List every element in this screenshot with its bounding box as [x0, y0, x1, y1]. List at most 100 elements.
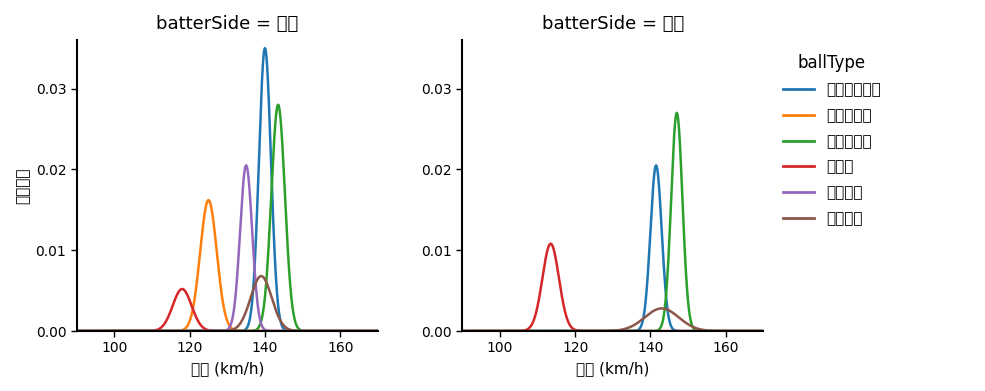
Title: batterSide = 右打: batterSide = 右打	[542, 15, 684, 33]
フォーク	[217, 328, 229, 333]
シュート	[766, 329, 778, 334]
Line: カーブ: カーブ	[443, 244, 782, 331]
Line: ストレート: ストレート	[443, 113, 782, 331]
ストレート	[391, 329, 403, 334]
カットボール	[69, 329, 81, 334]
カーブ	[776, 329, 788, 334]
シュート	[52, 329, 64, 334]
ストレート	[217, 329, 229, 334]
ストレート	[208, 329, 220, 334]
カーブ	[319, 329, 331, 334]
フォーク	[240, 163, 252, 168]
スライダー	[319, 329, 331, 334]
シュート	[437, 329, 449, 334]
カーブ	[381, 329, 393, 334]
Line: ストレート: ストレート	[58, 105, 397, 331]
Line: シュート: シュート	[443, 308, 782, 331]
フォーク	[319, 329, 331, 334]
ストレート	[319, 329, 331, 334]
シュート	[656, 306, 668, 311]
カーブ	[766, 329, 778, 334]
ストレート	[602, 329, 614, 334]
カットボール	[437, 329, 449, 334]
カーブ	[381, 329, 393, 334]
スライダー	[381, 329, 393, 334]
フォーク	[69, 329, 81, 334]
カットボール	[650, 163, 662, 168]
カーブ	[52, 329, 64, 334]
カーブ	[217, 329, 229, 334]
ストレート	[704, 329, 716, 334]
Legend: カットボール, スライダー, ストレート, カーブ, フォーク, シュート: カットボール, スライダー, ストレート, カーブ, フォーク, シュート	[777, 48, 887, 232]
ストレート	[272, 102, 284, 107]
ストレート	[52, 329, 64, 334]
カットボール	[381, 329, 393, 334]
シュート	[602, 328, 614, 333]
フォーク	[381, 329, 393, 334]
シュート	[776, 329, 788, 334]
シュート	[593, 329, 605, 334]
カーブ	[69, 329, 81, 334]
スライダー	[52, 329, 64, 334]
カットボール	[52, 329, 64, 334]
Line: カットボール: カットボール	[58, 48, 397, 331]
カーブ	[545, 241, 557, 246]
フォーク	[391, 329, 403, 334]
X-axis label: 球速 (km/h): 球速 (km/h)	[191, 361, 264, 376]
カットボール	[455, 329, 467, 334]
カットボール	[766, 329, 778, 334]
シュート	[766, 329, 778, 334]
シュート	[217, 328, 229, 333]
スライダー	[203, 198, 215, 203]
X-axis label: 球速 (km/h): 球速 (km/h)	[576, 361, 649, 376]
スライダー	[69, 329, 81, 334]
ストレート	[766, 329, 778, 334]
Line: シュート: シュート	[58, 276, 397, 331]
ストレート	[766, 329, 778, 334]
Line: カーブ: カーブ	[58, 289, 397, 331]
Line: カットボール: カットボール	[443, 165, 782, 331]
シュート	[381, 329, 393, 334]
シュート	[455, 329, 467, 334]
カットボール	[319, 329, 331, 334]
カーブ	[603, 329, 615, 334]
ストレート	[69, 329, 81, 334]
ストレート	[776, 329, 788, 334]
Y-axis label: 確率密度: 確率密度	[15, 167, 30, 204]
カットボール	[704, 329, 716, 334]
シュート	[69, 329, 81, 334]
フォーク	[208, 329, 220, 334]
カーブ	[766, 329, 778, 334]
フォーク	[52, 329, 64, 334]
カーブ	[176, 287, 188, 291]
カットボール	[593, 329, 605, 334]
ストレート	[671, 111, 683, 115]
シュート	[381, 329, 393, 334]
カットボール	[381, 329, 393, 334]
スライダー	[217, 300, 229, 304]
Title: batterSide = 左打: batterSide = 左打	[157, 15, 298, 33]
カットボール	[391, 329, 403, 334]
カットボール	[208, 329, 220, 334]
カーブ	[437, 329, 449, 334]
ストレート	[593, 329, 605, 334]
カットボール	[602, 329, 614, 334]
Line: スライダー: スライダー	[58, 200, 397, 331]
スライダー	[381, 329, 393, 334]
ストレート	[437, 329, 449, 334]
カーブ	[704, 329, 716, 334]
カーブ	[455, 329, 467, 334]
シュート	[319, 329, 331, 334]
カーブ	[593, 329, 605, 334]
Line: フォーク: フォーク	[58, 165, 397, 331]
フォーク	[381, 329, 393, 334]
ストレート	[381, 329, 393, 334]
カットボール	[217, 329, 229, 334]
シュート	[208, 329, 220, 334]
スライダー	[208, 222, 220, 227]
シュート	[704, 328, 716, 333]
シュート	[255, 274, 267, 278]
カットボール	[776, 329, 788, 334]
カットボール	[259, 46, 271, 50]
ストレート	[455, 329, 467, 334]
